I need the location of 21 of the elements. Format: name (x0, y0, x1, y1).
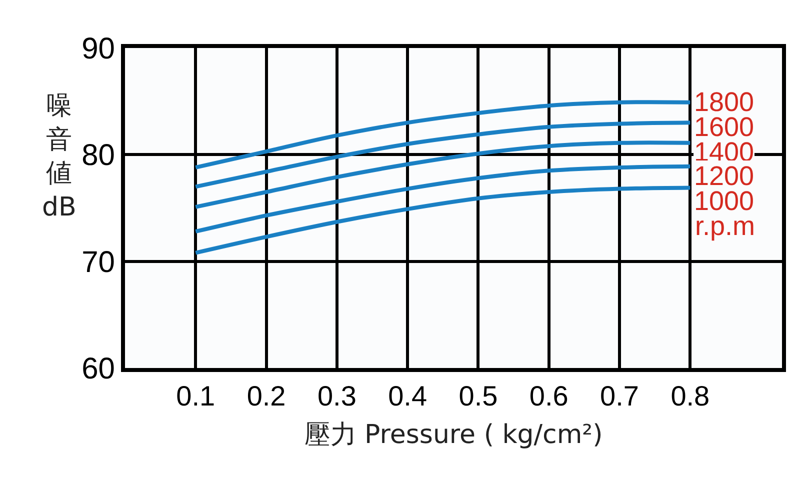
x-tick-label: 0.1 (176, 380, 216, 412)
x-tick-label: 0.4 (388, 380, 428, 412)
line-series (194, 164, 692, 234)
line-series (194, 186, 692, 255)
x-tick-label: 0.7 (600, 380, 639, 412)
y-tick-label: 80 (82, 139, 115, 172)
line-series (194, 140, 692, 209)
line-series (194, 100, 692, 170)
x-tick-label: 0.2 (246, 380, 286, 412)
x-tick-label: 0.6 (529, 380, 568, 412)
x-tick-label: 0.8 (670, 380, 710, 412)
y-tick-label: 60 (82, 352, 115, 386)
x-tick-label: 0.5 (458, 380, 498, 412)
x-tick-label: 0.3 (317, 380, 356, 412)
y-tick-label: 70 (82, 246, 115, 279)
series-label: 1400 (694, 137, 754, 167)
line-series (194, 120, 692, 189)
y-axis-title: 噪音値 dB (42, 91, 76, 222)
x-axis-title: 壓力 Pressure ( kg/cm²) (304, 420, 603, 450)
y-tick-label: 90 (82, 32, 115, 66)
series-label: 1200 (694, 161, 754, 191)
